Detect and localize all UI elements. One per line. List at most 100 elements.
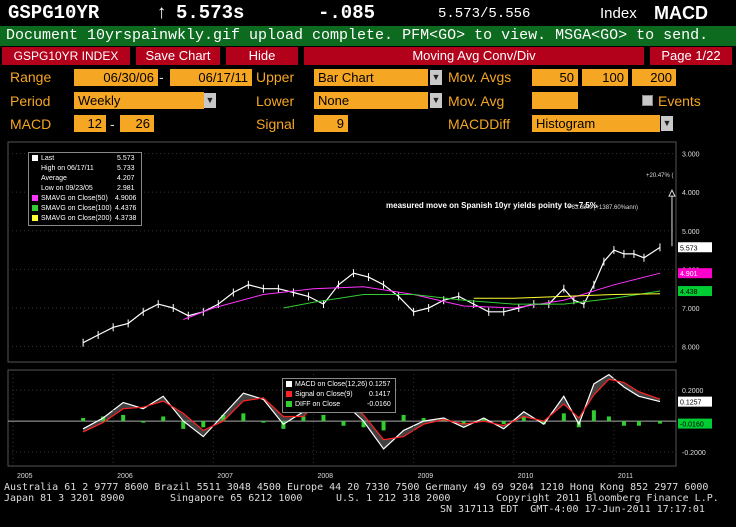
period-label: Period [10,93,51,109]
legend-label: DIFF on Close [295,401,341,408]
price-tag-label: 4.901 [680,271,698,278]
legend-label: MACD on Close(12,26) [295,381,368,388]
legend-label: SMAVG on Close(100) [41,205,112,212]
y-tick-label: 7.000 [682,306,700,313]
histogram-bar [141,421,146,423]
series-line-macd [82,378,661,441]
range-label: Range [10,69,52,85]
chart-annotation: measured move on Spanish 10yr yields poi… [386,201,597,210]
signal-label: Signal [256,116,295,132]
legend-value: 4.4376 [115,205,137,212]
macd-label: MACD [10,116,52,132]
save-chart-button[interactable]: Save Chart [136,47,220,65]
chevron-down-icon[interactable]: ▼ [661,116,673,131]
histogram-bar [261,421,266,423]
legend-label: SMAVG on Close(50) [41,195,108,202]
histogram-bar [101,416,106,422]
histogram-bar [81,418,86,422]
hide-button[interactable]: Hide [226,47,298,65]
footer: Australia 61 2 9777 8600 Brazil 5511 304… [0,482,736,527]
histogram-bar [181,421,186,429]
legend-value: 5.733 [117,165,135,172]
legend-label: High on 06/17/11 [41,165,94,172]
legend-label: Low on 09/23/05 [41,185,93,192]
macd-fast-field[interactable]: 12 [74,115,106,132]
legend-value: 2.981 [117,185,135,192]
legend-value: 4.207 [117,175,135,182]
y-tick-label: -0.2000 [682,450,706,457]
signal-field[interactable]: 9 [314,115,348,132]
bid-ask: 5.573/5.556 [438,6,531,22]
range-separator: - [159,69,164,85]
histogram-bar [121,414,126,422]
events-checkbox[interactable] [642,95,653,106]
macd-separator: - [110,116,115,132]
legend-row: Average [32,175,67,182]
legend-label: Average [41,175,67,182]
histogram-bar [321,414,326,422]
legend-value: 4.3738 [115,215,137,222]
macd-tag [678,396,712,407]
macddiff-select[interactable]: Histogram [532,115,660,132]
histogram-bar [441,419,446,422]
histogram-bar [636,421,641,426]
y-tick-label: 0.2000 [682,388,704,395]
histogram-bar [301,416,306,422]
net-change: -.085 [318,2,376,24]
footer-contact-japan: Japan 81 3 3201 8900 [4,493,125,504]
chevron-down-icon[interactable]: ▼ [430,70,442,85]
histogram-bar [657,421,662,424]
legend-value: -0.0160 [367,401,391,408]
legend-row: Last [32,155,54,162]
period-select[interactable]: Weekly [74,92,204,109]
histogram-bar [591,410,596,422]
upper-select[interactable]: Bar Chart [314,69,428,86]
mov-avg-1-field[interactable]: 50 [532,69,578,86]
range-end-field[interactable]: 06/17/11 [170,69,252,86]
mov-avg-2-field[interactable]: 100 [582,69,628,86]
mov-avgs-label: Mov. Avgs [448,69,512,85]
upper-label: Upper [256,69,295,85]
legend-label: Last [41,155,55,162]
histogram-bar [381,421,386,431]
footer-contact-us: U.S. 1 212 318 2000 [336,493,451,504]
footer-contacts-line: Australia 61 2 9777 8600 Brazil 5511 304… [4,482,709,493]
up-arrow-icon: ↑ [156,2,168,24]
legend-row: SMAVG on Close(100) [32,205,112,212]
security-tab[interactable]: GSPG10YR INDEX [2,47,130,65]
x-tick-label: 2006 [117,473,133,480]
legend-row: High on 06/17/11 [32,165,94,172]
histogram-bar [161,416,166,422]
macd-slow-field[interactable]: 26 [120,115,154,132]
range-start-field[interactable]: 06/30/06 [74,69,158,86]
events-label: Events [658,93,701,109]
footer-copyright: Copyright 2011 Bloomberg Finance L.P. [496,493,719,504]
histogram-bar [561,413,566,422]
histogram-bar [361,421,366,428]
chevron-down-icon[interactable]: ▼ [430,93,442,108]
mov-avg-field[interactable] [532,92,578,109]
function-name: MACD [654,3,708,23]
macd-tag [678,418,712,429]
lower-select[interactable]: None [314,92,428,109]
lower-panel-frame [7,369,677,467]
study-title: Moving Avg Conv/Div [304,47,644,65]
histogram-bar [401,414,406,422]
mov-avg-3-field[interactable]: 200 [632,69,676,86]
page-indicator[interactable]: Page 1/22 [650,47,732,65]
legend-row: SMAVG on Close(200) [32,215,112,222]
footer-contact-singapore: Singapore 65 6212 1000 [170,493,303,504]
y-tick-label: 5.000 [682,229,700,236]
macd-tag-label: -0.0160 [680,422,704,429]
y-tick-label: 3.000 [682,152,700,159]
title-bar: GSPG10YR ↑ 5.573s -.085 5.573/5.556 Inde… [0,0,736,26]
histogram-bar [521,416,526,422]
last-price: 5.573s [176,2,245,24]
chevron-down-icon[interactable]: ▼ [204,93,216,108]
mov-avg-label: Mov. Avg [448,93,505,109]
price-tag-label: 4.438 [680,289,698,296]
histogram-bar [341,421,346,426]
histogram-bar [606,416,611,422]
histogram-bar [461,421,466,425]
index-label: Index [600,5,637,22]
